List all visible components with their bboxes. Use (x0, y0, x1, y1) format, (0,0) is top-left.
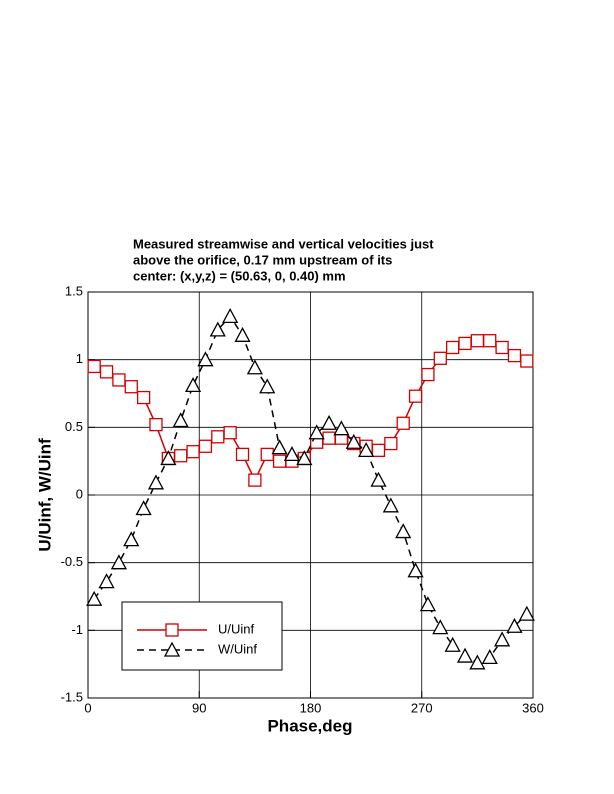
marker (124, 380, 138, 394)
marker (407, 562, 424, 578)
marker (248, 473, 262, 487)
y-tick-label: -1.5 (61, 689, 83, 704)
marker (222, 307, 239, 324)
marker (384, 436, 398, 451)
marker (136, 390, 151, 405)
y-tick-label: 0.5 (65, 419, 83, 434)
marker (444, 636, 461, 652)
x-tick-label: 180 (300, 700, 322, 715)
marker (260, 447, 274, 462)
x-tick-label: 360 (522, 700, 544, 715)
marker (396, 416, 410, 430)
legend-marker (165, 623, 179, 637)
marker (506, 617, 523, 633)
marker (494, 631, 511, 647)
marker (507, 348, 522, 363)
marker (246, 359, 263, 375)
marker (135, 500, 152, 516)
title-line: Measured streamwise and vertical velocit… (133, 236, 434, 251)
marker (87, 359, 101, 374)
marker (320, 414, 338, 430)
marker (520, 354, 534, 368)
marker (446, 340, 460, 355)
marker (259, 378, 276, 394)
marker (432, 619, 449, 635)
marker (149, 417, 163, 432)
marker (358, 441, 375, 457)
marker (223, 426, 237, 440)
y-tick-label: 0 (76, 486, 83, 501)
marker (322, 431, 336, 445)
x-axis-label: Phase,deg (267, 716, 352, 735)
marker (235, 447, 250, 462)
marker (174, 449, 188, 463)
y-tick-label: 1 (76, 351, 83, 366)
marker (382, 497, 399, 513)
marker (395, 523, 412, 539)
marker (197, 351, 214, 367)
y-axis-label: U/Uinf, W/Uinf (35, 438, 54, 552)
marker (86, 590, 103, 606)
marker (172, 412, 189, 428)
marker (481, 649, 498, 665)
marker (283, 446, 301, 462)
marker (456, 647, 474, 663)
marker (99, 365, 114, 379)
y-tick-label: -1 (71, 622, 83, 637)
marker (296, 450, 313, 466)
marker (234, 326, 251, 342)
marker (371, 443, 386, 457)
marker (370, 471, 387, 487)
marker (198, 439, 213, 453)
marker (433, 351, 447, 365)
marker (470, 334, 485, 348)
marker (271, 439, 288, 455)
marker (272, 454, 287, 468)
marker (458, 336, 472, 351)
marker (518, 605, 535, 621)
y-tick-label: 1.5 (65, 283, 83, 298)
marker (160, 450, 177, 466)
marker (308, 424, 325, 440)
legend-marker (163, 641, 181, 657)
x-tick-label: 90 (192, 700, 206, 715)
title-line: center: (x,y,z) = (50.63, 0, 0.40) mm (133, 268, 346, 283)
marker (98, 573, 115, 589)
marker (211, 430, 225, 444)
x-tick-label: 0 (84, 700, 91, 715)
marker (408, 389, 423, 403)
marker (209, 321, 226, 337)
marker (147, 474, 165, 490)
x-tick-label: 270 (411, 700, 433, 715)
marker (123, 531, 140, 547)
marker (483, 334, 497, 348)
legend-label: W/Uinf (218, 641, 257, 656)
marker (333, 420, 350, 436)
marker (112, 373, 126, 387)
plot-frame (87, 291, 534, 699)
marker (184, 377, 202, 393)
marker (110, 554, 127, 570)
marker (345, 433, 362, 449)
marker (469, 654, 486, 670)
y-tick-label: -0.5 (61, 554, 83, 569)
marker (186, 445, 200, 459)
title-line: above the orifice, 0.17 mm upstream of i… (133, 252, 392, 267)
marker (495, 340, 509, 355)
legend-box (121, 601, 283, 671)
marker (419, 596, 437, 612)
marker (421, 367, 435, 382)
legend-label: U/Uinf (218, 621, 255, 636)
